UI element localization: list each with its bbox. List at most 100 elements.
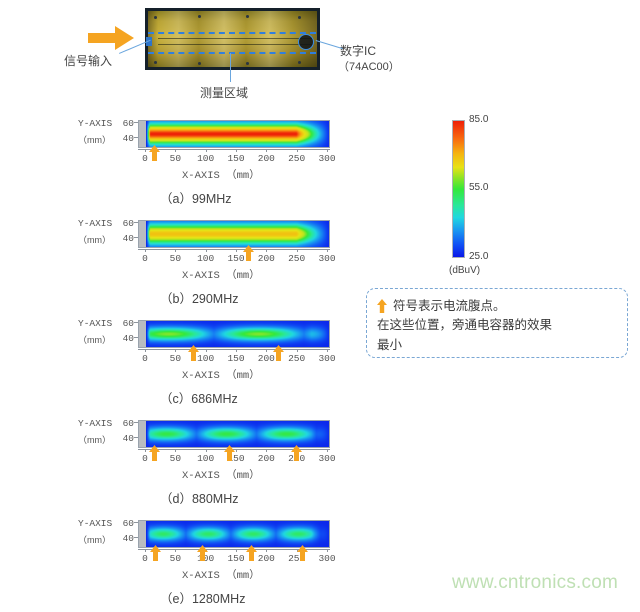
heatmap-panel: Y-AXIS （mm） 60 40 0 50 100 150 200 250 300 X-AXIS （… [0,512,420,612]
y-tick-label: 40 [122,433,134,444]
panel-caption: （d）880MHz [160,492,239,506]
x-tick-label: 150 [227,253,245,264]
x-tick-label: 150 [227,353,245,364]
x-tick-mark [327,349,328,352]
x-tick-label: 0 [142,453,148,464]
x-tick-label: 200 [257,353,275,364]
y-tick-mark [134,122,138,123]
x-tick-mark [296,249,298,252]
x-tick-mark [175,549,177,552]
x-tick-label: 250 [288,153,306,164]
colorbar-unit-label: (dBuV) [449,265,481,276]
note-line-2: 在这些位置，旁通电容器的效果 [377,318,553,333]
colorbar-gradient [452,120,465,258]
x-tick-label: 300 [318,353,336,364]
y-tick-label: 60 [122,318,134,329]
y-axis-label: Y-AXIS [78,418,113,429]
x-tick-mark [236,449,237,452]
x-tick-mark [236,249,237,252]
y-tick-label: 40 [122,233,134,244]
colorbar: 85.0 55.0 25.0 (dBuV) [440,112,530,277]
x-tick-label: 50 [169,253,182,264]
digital-ic-part-label: （74AC00） [338,61,400,73]
x-tick-mark [296,149,298,152]
current-antinode-arrow-icon [148,445,160,461]
x-tick-label: 300 [318,453,336,464]
x-axis-line [138,149,330,150]
heatmap-image [138,120,330,148]
x-tick-label: 200 [257,253,275,264]
heatmap-panel: Y-AXIS （mm） 60 40 0 50 100 150 200 250 300 X-AXIS （… [0,212,420,312]
x-tick-mark [266,349,268,352]
pcb-board-photo [145,8,320,70]
y-axis-label: Y-AXIS [78,118,113,129]
x-axis-line [138,249,330,250]
y-axis-label: Y-AXIS [78,218,113,229]
x-tick-mark [205,349,207,352]
x-tick-mark [205,149,207,152]
x-axis-title: X-AXIS （mm） [182,270,260,282]
heatmap-canvas [139,121,329,147]
panel-caption: （b）290MHz [160,292,239,306]
current-antinode-arrow-icon [245,545,257,561]
current-antinode-arrow-icon [150,545,162,561]
x-tick-mark [175,249,177,252]
y-axis-unit: （mm） [78,135,111,145]
y-tick-mark [134,337,138,338]
x-tick-mark [175,149,177,152]
x-tick-label: 300 [318,553,336,564]
x-tick-label: 200 [257,153,275,164]
x-tick-mark [266,149,268,152]
panel-caption: （e）1280MHz [160,592,246,606]
current-antinode-arrow-icon [148,145,160,161]
measure-region-top-dashed [148,32,316,34]
x-axis-line [138,549,330,550]
plot-left-margin [139,521,146,547]
heatmap-image [138,220,330,248]
x-tick-label: 100 [197,453,215,464]
y-tick-label: 60 [122,118,134,129]
heatmap-canvas [139,221,329,247]
heatmap-canvas [139,321,329,347]
x-tick-mark [327,549,328,552]
x-axis-line [138,349,330,350]
y-tick-label: 40 [122,333,134,344]
x-tick-mark [205,249,207,252]
colorbar-min-label: 25.0 [469,251,489,262]
y-tick-mark [134,422,138,423]
digital-ic-marker [298,34,314,50]
current-antinode-arrow-icon [291,445,303,461]
x-tick-label: 0 [142,353,148,364]
y-tick-mark [134,522,138,523]
x-tick-label: 0 [142,153,148,164]
note-line-3: 最小 [377,337,403,352]
y-tick-mark [134,322,138,323]
y-tick-label: 60 [122,218,134,229]
x-tick-label: 200 [257,553,275,564]
measure-region-leader [230,53,231,82]
x-tick-label: 150 [227,553,245,564]
x-tick-label: 50 [169,153,182,164]
x-tick-mark [266,449,268,452]
x-tick-mark [266,549,268,552]
note-line-1: 符号表示电流腹点。 [377,297,617,316]
up-arrow-icon [377,299,387,313]
x-tick-label: 0 [142,553,148,564]
plot-left-margin [139,321,146,347]
x-tick-label: 50 [169,553,182,564]
x-tick-label: 150 [227,453,245,464]
x-tick-label: 100 [197,353,215,364]
x-tick-label: 100 [197,253,215,264]
y-tick-label: 60 [122,518,134,529]
y-tick-label: 40 [122,533,134,544]
x-axis-title: X-AXIS （mm） [182,470,260,482]
plot-left-margin [139,121,146,147]
x-tick-label: 250 [288,553,306,564]
x-tick-mark [266,249,268,252]
x-tick-mark [327,449,328,452]
x-tick-mark [236,349,237,352]
plot-left-margin [139,221,146,247]
heatmap-image [138,320,330,348]
y-tick-label: 60 [122,418,134,429]
panel-caption: （c）686MHz [160,392,238,406]
